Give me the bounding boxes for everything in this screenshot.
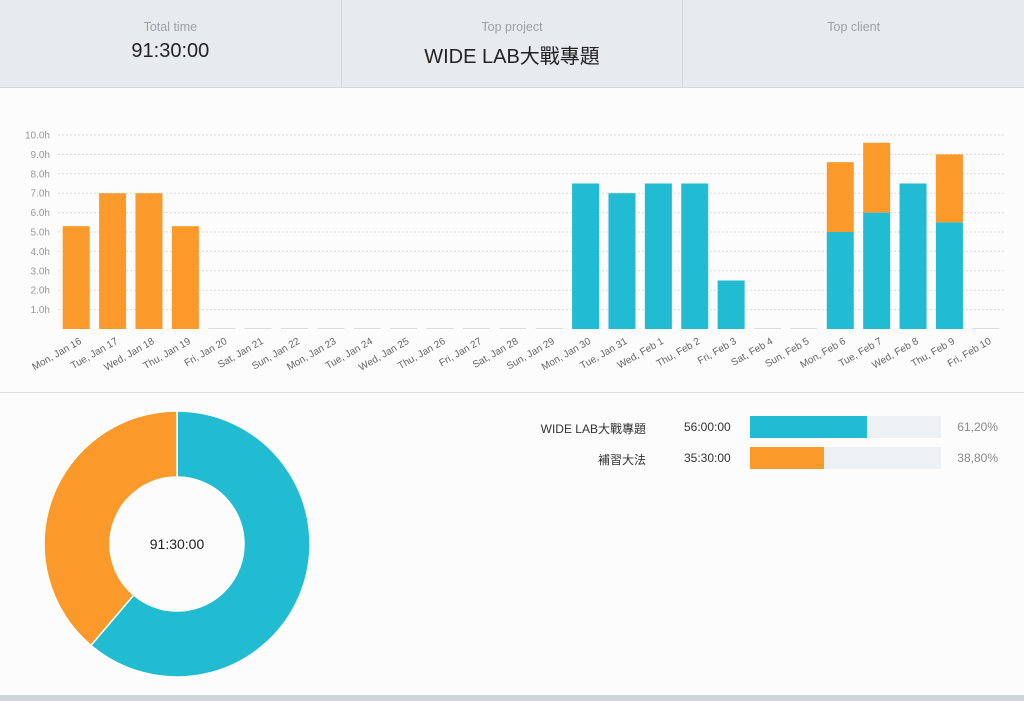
project-percent: 38,80% [957, 451, 998, 465]
y-tick-label: 4.0h [31, 247, 50, 258]
top-project-card: Top project WIDE LAB大戰專題 [342, 0, 684, 87]
bar-segment [681, 183, 709, 329]
empty-day-marker [390, 328, 418, 329]
empty-day-marker [317, 328, 345, 329]
bar-segment [826, 232, 854, 329]
empty-day-marker [281, 328, 308, 329]
empty-day-marker [426, 328, 454, 329]
empty-day-marker [972, 328, 1000, 329]
bar-segment [899, 183, 927, 329]
bar-segment [135, 193, 163, 329]
project-row[interactable]: WIDE LAB大戰專題 56:00:00 61,20% [480, 416, 1010, 438]
y-tick-label: 6.0h [31, 208, 50, 219]
empty-day-marker [499, 328, 527, 329]
project-name: 補習大法 [597, 453, 646, 467]
bar-segment [644, 183, 672, 329]
y-tick-label: 8.0h [31, 169, 50, 180]
bar-segment [99, 193, 127, 329]
empty-day-marker [754, 328, 781, 329]
project-percent: 61,20% [957, 420, 998, 434]
y-tick-label: 2.0h [31, 286, 50, 297]
project-name: WIDE LAB大戰專題 [540, 422, 646, 436]
bar-segment [171, 226, 199, 329]
top-project-value: WIDE LAB大戰專題 [424, 46, 600, 68]
summary-bar: Total time 91:30:00 Top project WIDE LAB… [0, 0, 1024, 88]
total-time-value: 91:30:00 [131, 40, 210, 62]
bar-segment [572, 183, 600, 329]
project-duration: 56:00:00 [684, 420, 731, 434]
empty-day-marker [244, 328, 272, 329]
y-tick-label: 9.0h [31, 150, 50, 161]
donut-slice [43, 410, 178, 647]
empty-day-marker [208, 328, 236, 329]
y-tick-label: 10.0h [25, 131, 50, 142]
donut-slice [89, 410, 311, 678]
project-duration: 35:30:00 [684, 451, 731, 465]
bar-segment [935, 222, 963, 329]
bar-segment [717, 280, 745, 329]
project-donut-chart [43, 410, 311, 678]
y-tick-label: 7.0h [31, 189, 50, 200]
bar-segment [863, 212, 891, 329]
project-progress-track [750, 416, 941, 438]
project-row[interactable]: 補習大法 35:30:00 38,80% [480, 447, 1010, 469]
top-client-label: Top client [827, 20, 881, 34]
bar-segment [826, 162, 854, 232]
donut-center-total: 91:30:00 [149, 536, 205, 552]
top-client-card: Top client [683, 0, 1024, 87]
project-progress-track [750, 447, 941, 469]
y-tick-label: 3.0h [31, 266, 50, 277]
bar-segment [863, 142, 891, 213]
project-progress-fill [750, 447, 825, 469]
empty-day-marker [790, 328, 818, 329]
bar-segment [62, 226, 90, 329]
project-progress-fill [750, 416, 867, 438]
y-tick-label: 1.0h [31, 305, 50, 316]
bar-segment [608, 193, 636, 329]
total-time-label: Total time [143, 20, 198, 34]
empty-day-marker [462, 328, 490, 329]
total-time-card: Total time 91:30:00 [0, 0, 342, 87]
daily-bar-chart: 1.0h 2.0h 3.0h 4.0h 5.0h 6.0h 7.0h 8.0h 9.0h 10.0… [25, 131, 1004, 374]
bar-segment [935, 154, 963, 223]
bottom-scroll-edge [0, 695, 1024, 701]
empty-day-marker [535, 328, 563, 329]
empty-day-marker [353, 328, 381, 329]
y-tick-label: 5.0h [31, 228, 50, 239]
section-divider [0, 392, 1024, 393]
top-project-label: Top project [481, 20, 543, 34]
